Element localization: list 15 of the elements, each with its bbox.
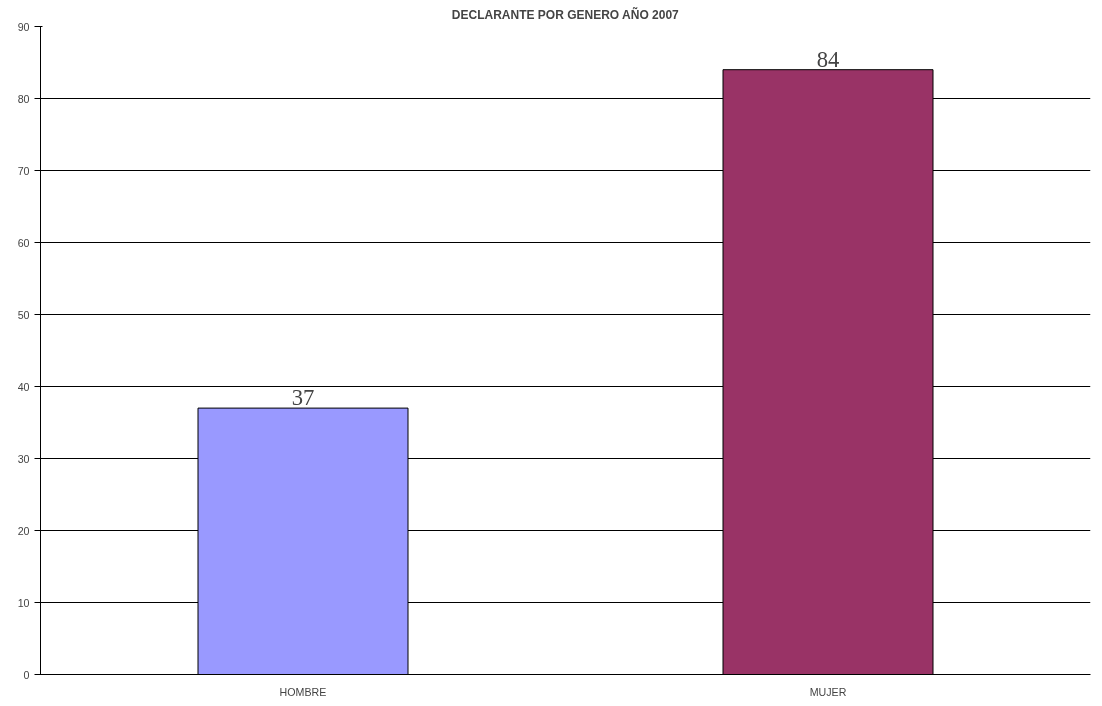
y-tick-label: 30: [17, 452, 30, 465]
y-tick-label: 20: [17, 524, 30, 537]
y-tick-label: 0: [23, 668, 30, 681]
chart-title: DECLARANTE POR GENERO AÑO 2007: [451, 6, 680, 22]
y-tick-label: 60: [17, 236, 30, 249]
y-tick-label: 10: [17, 596, 30, 609]
y-tick-label: 70: [17, 164, 30, 177]
data-label: 37: [291, 385, 315, 411]
y-tick-label: 90: [17, 20, 30, 33]
x-tick-label: MUJER: [809, 685, 847, 698]
x-tick-label: HOMBRE: [279, 685, 327, 698]
y-tick-label: 80: [17, 92, 30, 105]
y-tick-label: 40: [17, 380, 30, 393]
data-label: 84: [816, 46, 840, 72]
y-tick-label: 50: [17, 308, 30, 321]
